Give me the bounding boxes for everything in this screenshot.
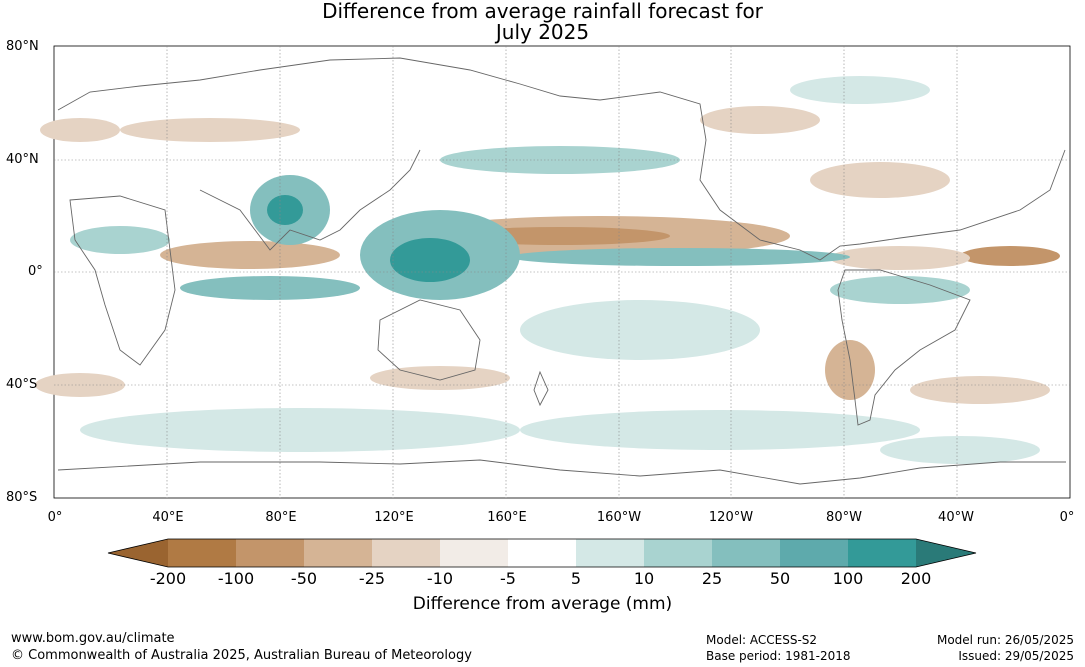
lon-label-160w: 160°W	[596, 510, 642, 525]
lat-label-equator: 0°	[28, 264, 43, 279]
colorbar-tick: -50	[290, 569, 318, 588]
colorbar-tick: 50	[769, 569, 791, 588]
colorbar-tick: 200	[900, 569, 932, 588]
lat-label-40n: 40°N	[6, 152, 39, 167]
wet-area-south-atlantic-tropics	[830, 276, 970, 304]
issued-date: Issued: 29/05/2025	[958, 649, 1074, 663]
colorbar-swatch-2	[236, 539, 304, 567]
colorbar-caption: Difference from average (mm)	[412, 594, 673, 614]
dry-band-indian-ocean	[160, 241, 340, 269]
colorbar-tick: 25	[701, 569, 723, 588]
colorbar-swatch-6	[508, 539, 576, 567]
wet-anomaly-regions	[70, 76, 1040, 464]
coastlines	[57, 57, 1066, 485]
lat-label-80n: 80°N	[6, 39, 39, 54]
lon-label-160e: 160°E	[487, 510, 527, 525]
wet-area-south-pacific	[520, 300, 760, 360]
colorbar-tick: -5	[500, 569, 516, 588]
colorbar-tick: -200	[149, 569, 187, 588]
lon-label-0: 0°	[47, 510, 63, 525]
lat-label-40s: 40°S	[6, 377, 38, 392]
dry-area-north-atlantic	[810, 162, 950, 198]
wet-core-western-pacific	[390, 238, 470, 282]
lon-label-0-right: 0°	[1059, 510, 1075, 525]
colorbar-high-extension	[916, 539, 976, 567]
model-name: Model: ACCESS-S2	[706, 633, 818, 647]
lon-label-40w: 40°W	[938, 510, 974, 525]
colorbar-swatch-7	[576, 539, 644, 567]
colorbar-swatch-10	[780, 539, 848, 567]
website-link[interactable]: www.bom.gov.au/climate	[11, 631, 175, 646]
copyright-notice: © Commonwealth of Australia 2025, Austra…	[11, 648, 472, 663]
colorbar-tick: 5	[570, 569, 582, 588]
dry-band-atlantic	[960, 246, 1060, 266]
lon-label-80w: 80°W	[826, 510, 862, 525]
wet-band-southern-ocean-west	[80, 408, 520, 452]
graticule	[54, 46, 1070, 498]
colorbar-swatch-9	[712, 539, 780, 567]
wet-core-bay-of-bengal	[267, 195, 303, 225]
wet-area-southern-atlantic	[880, 436, 1040, 464]
coastline-africa	[69, 195, 176, 366]
wet-band-equatorial-pacific	[510, 248, 850, 266]
coastline-south-america	[837, 269, 971, 426]
colorbar-tick: -100	[217, 569, 255, 588]
model-run-date: Model run: 26/05/2025	[936, 633, 1074, 647]
colorbar-tick: -25	[358, 569, 386, 588]
dry-area-asia	[120, 118, 300, 142]
map-title-line1: Difference from average rainfall forecas…	[322, 0, 763, 23]
wet-band-north-pacific	[440, 146, 680, 174]
map-title-line2: July 2025	[495, 20, 590, 44]
lon-label-80e: 80°E	[265, 510, 297, 525]
colorbar-swatch-4	[372, 539, 440, 567]
colorbar-swatch-5	[440, 539, 508, 567]
coastline-antarctica	[57, 459, 1066, 485]
dry-area-tropical-atlantic	[830, 246, 970, 270]
lon-label-120w: 120°W	[708, 510, 754, 525]
dry-area-southern-australia	[370, 366, 510, 390]
base-period: Base period: 1981-2018	[706, 649, 851, 663]
dry-area-europe	[40, 118, 120, 142]
colorbar	[107, 538, 977, 568]
coastline-south-asia	[199, 149, 421, 251]
rainfall-anomaly-map	[35, 45, 1071, 499]
dry-area-south-america	[825, 340, 875, 400]
lon-label-120e: 120°E	[374, 510, 414, 525]
wet-band-indian-ocean	[180, 276, 360, 300]
lat-label-80s: 80°S	[6, 490, 38, 505]
colorbar-swatch-11	[848, 539, 916, 567]
colorbar-swatch-1	[168, 539, 236, 567]
lon-label-40e: 40°E	[152, 510, 184, 525]
colorbar-swatch-8	[644, 539, 712, 567]
dry-area-north-america	[700, 106, 820, 134]
coastline-north	[57, 57, 1066, 261]
coastline-new-zealand	[533, 370, 549, 407]
colorbar-outline	[107, 538, 977, 568]
dry-area-south-atlantic	[910, 376, 1050, 404]
colorbar-tick: 100	[832, 569, 864, 588]
wet-band-southern-ocean-east	[520, 410, 920, 450]
colorbar-tick: -10	[426, 569, 454, 588]
colorbar-swatch-3	[304, 539, 372, 567]
coastline-australia	[377, 299, 481, 381]
wet-area-central-africa	[70, 226, 170, 254]
colorbar-low-extension	[108, 539, 168, 567]
colorbar-tick: 10	[633, 569, 655, 588]
wet-area-arctic-canada	[790, 76, 930, 104]
